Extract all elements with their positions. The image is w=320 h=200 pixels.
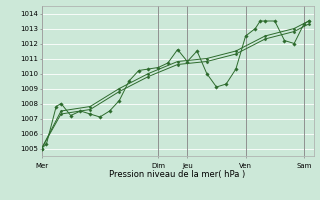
X-axis label: Pression niveau de la mer( hPa ): Pression niveau de la mer( hPa ) xyxy=(109,170,246,179)
